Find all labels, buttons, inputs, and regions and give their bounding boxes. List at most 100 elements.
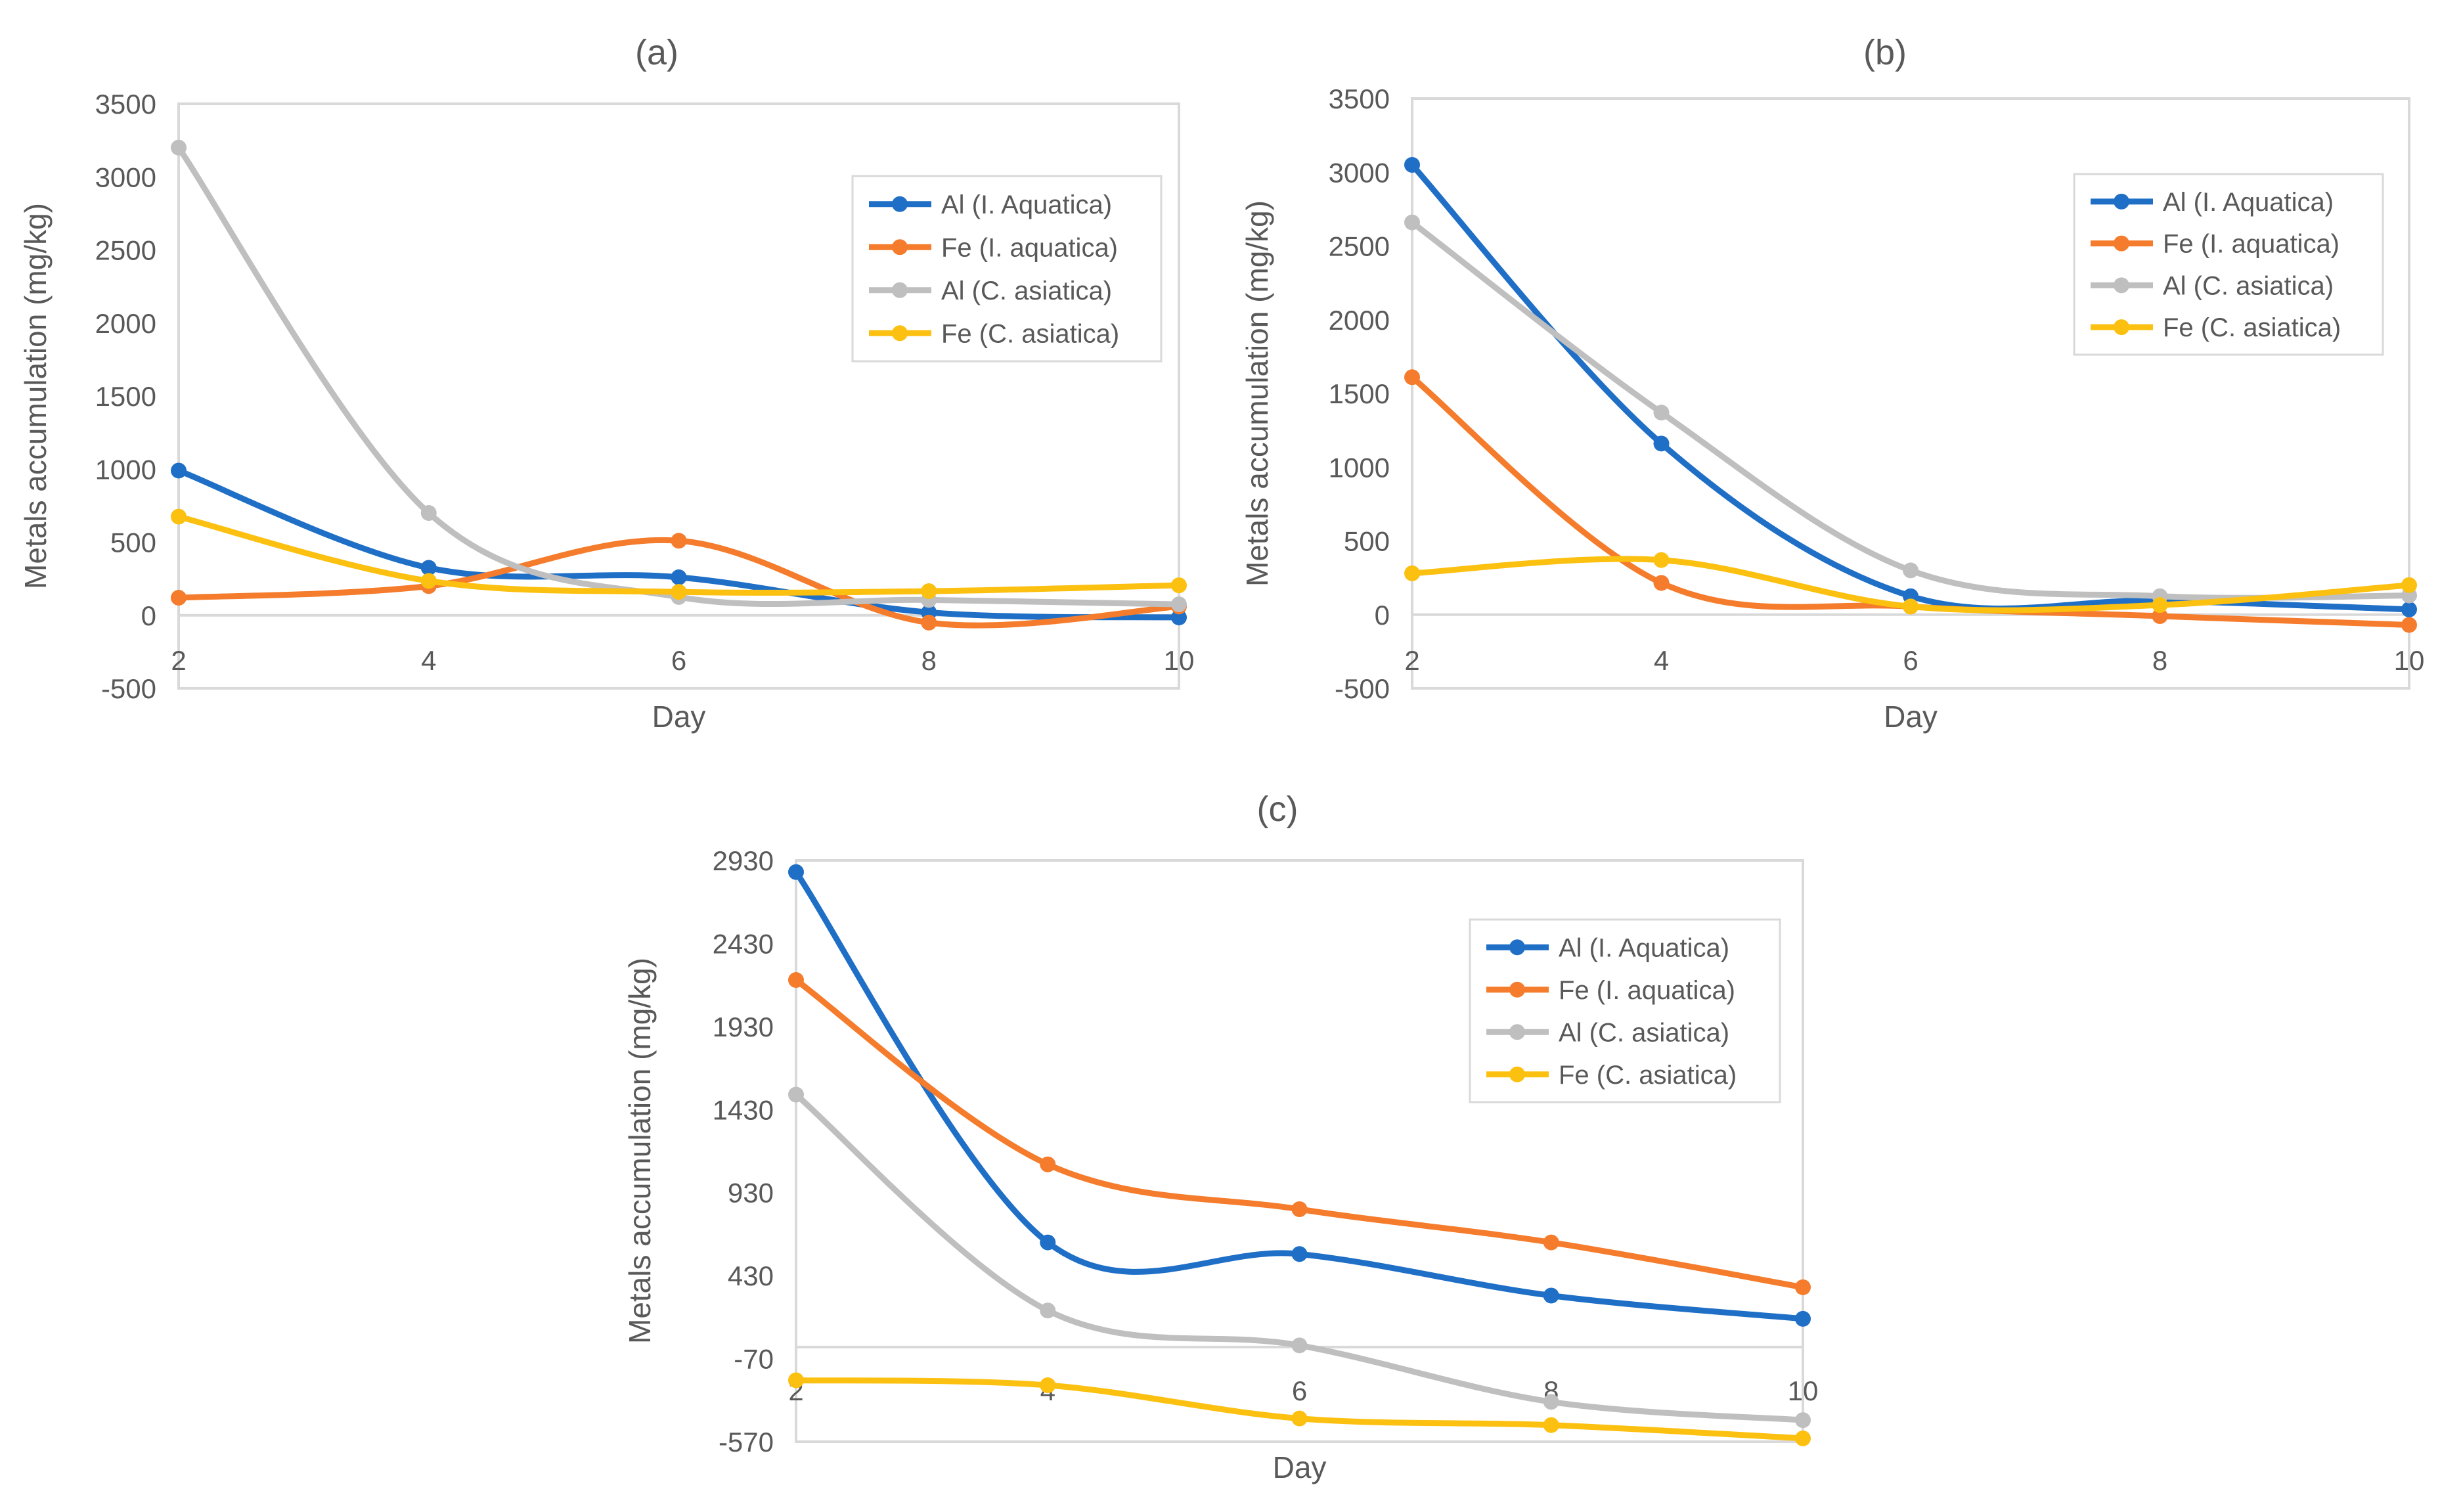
y-tick-label: 430 [728, 1260, 774, 1291]
data-point-fe-i-aquatica [2401, 617, 2417, 633]
legend-swatch-marker [892, 325, 908, 342]
legend-entry: Al (I. Aquatica) [2163, 188, 2334, 217]
data-point-fe-i-aquatica [788, 972, 804, 989]
y-tick-label: -500 [1335, 673, 1390, 704]
x-tick-label: 2 [171, 645, 186, 676]
data-point-al-i-aquatica [1404, 157, 1420, 173]
chart-panel-c: (c)-570-704309301430193024302930246810Da… [623, 789, 1818, 1484]
y-tick-label: -500 [101, 673, 156, 704]
x-tick-label: 6 [671, 645, 686, 676]
data-point-al-c-asiatica [171, 139, 187, 156]
legend-swatch-marker [1509, 1024, 1525, 1040]
legend-swatch-marker [1509, 1066, 1525, 1082]
data-point-fe-c-asiatica [1795, 1430, 1811, 1446]
x-tick-label: 10 [1788, 1375, 1819, 1406]
x-axis-title: Day [652, 700, 706, 734]
data-point-al-c-asiatica [1040, 1302, 1056, 1319]
x-tick-label: 8 [2152, 645, 2167, 676]
legend-swatch-marker [2114, 235, 2129, 252]
data-point-al-i-aquatica [671, 569, 687, 585]
y-tick-label: 3000 [1329, 157, 1390, 188]
data-point-fe-i-aquatica [1795, 1279, 1811, 1295]
series-line-fe-i-aquatica [1409, 374, 2412, 628]
data-point-fe-i-aquatica [1040, 1156, 1056, 1172]
data-point-al-i-aquatica [1543, 1287, 1559, 1304]
y-tick-label: 2500 [1329, 231, 1390, 262]
legend-entry: Fe (C. asiatica) [2163, 313, 2341, 342]
data-point-al-c-asiatica [1543, 1394, 1559, 1410]
y-tick-label: 2430 [713, 928, 774, 959]
data-point-al-c-asiatica [1291, 1337, 1308, 1354]
legend-entry: Al (C. asiatica) [941, 277, 1112, 305]
y-tick-label: 1000 [95, 454, 156, 485]
data-point-al-i-aquatica [1653, 435, 1670, 452]
data-point-fe-c-asiatica [1653, 552, 1670, 568]
legend: Al (I. Aquatica) Fe (I. aquatica) Al (C. a… [851, 175, 1163, 363]
data-point-al-c-asiatica [1171, 596, 1187, 613]
y-tick-label: -70 [734, 1344, 774, 1375]
chart-title: (a) [635, 33, 678, 72]
data-point-fe-c-asiatica [1040, 1377, 1056, 1394]
plot-area-frame [1411, 97, 2410, 690]
data-point-fe-i-aquatica [171, 590, 187, 606]
data-point-al-c-asiatica [420, 505, 437, 521]
legend-swatch-marker [2114, 193, 2129, 210]
chart-title: (b) [1863, 33, 1907, 72]
data-point-al-i-aquatica [420, 560, 437, 576]
legend-swatch-marker [1509, 939, 1525, 956]
chart-panel-b: (b) -500 0 500 1000 1500 2000 2500 3000 3500 2 4 6 8 1… [1240, 33, 2424, 734]
y-tick-label: 500 [110, 527, 156, 558]
data-point-al-c-asiatica [1903, 562, 1919, 579]
legend-entry: Al (I. Aquatica) [1559, 933, 1729, 962]
legend-swatch-marker [2114, 319, 2129, 336]
data-point-fe-i-aquatica [2152, 608, 2168, 624]
data-point-fe-c-asiatica [2152, 597, 2168, 613]
x-tick-label: 6 [1903, 645, 1918, 676]
data-point-al-i-aquatica [1795, 1310, 1811, 1327]
x-tick-label: 8 [921, 645, 937, 676]
legend: Al (I. Aquatica) Fe (I. aquatica) Al (C. a… [2073, 173, 2384, 356]
data-point-fe-i-aquatica [1404, 369, 1420, 386]
legend-entry: Fe (C. asiatica) [941, 319, 1119, 348]
data-point-fe-c-asiatica [1404, 565, 1420, 581]
plot-area-frame [177, 102, 1180, 690]
y-tick-label: 1500 [95, 381, 156, 412]
y-axis-title: Metals accumulation (mg/kg) [18, 203, 53, 589]
y-tick-label: 1930 [713, 1012, 774, 1042]
x-tick-label: 10 [2394, 645, 2425, 676]
data-point-fe-c-asiatica [1903, 598, 1919, 615]
y-tick-label: 2000 [1329, 305, 1390, 336]
x-tick-label: 2 [1404, 645, 1419, 676]
legend-entry: Fe (I. aquatica) [941, 233, 1118, 262]
series-line-al-c-asiatica [793, 1092, 1806, 1423]
legend-entry: Al (I. Aquatica) [941, 190, 1112, 219]
legend-swatch-marker [892, 196, 908, 212]
data-point-fe-c-asiatica [1171, 577, 1187, 594]
legend-entry: Fe (I. aquatica) [2163, 230, 2340, 259]
y-tick-label: 930 [728, 1178, 774, 1209]
data-point-fe-c-asiatica [788, 1372, 804, 1389]
data-point-fe-c-asiatica [671, 584, 687, 600]
y-axis-title: Metals accumulation (mg/kg) [1240, 200, 1274, 587]
data-point-fe-c-asiatica [1543, 1417, 1559, 1433]
legend-entry: Al (C. asiatica) [2163, 271, 2334, 300]
y-tick-label: 0 [141, 600, 156, 631]
legend: Al (I. Aquatica) Fe (I. aquatica) Al (C. a… [1469, 918, 1781, 1103]
chart-title: (c) [1257, 789, 1298, 829]
data-point-al-c-asiatica [1653, 405, 1670, 421]
x-tick-label: 10 [1164, 645, 1195, 676]
data-point-fe-i-aquatica [921, 614, 937, 631]
data-point-fe-c-asiatica [1291, 1410, 1308, 1427]
data-point-al-c-asiatica [788, 1086, 804, 1103]
y-tick-label: 1000 [1329, 452, 1390, 483]
data-point-al-c-asiatica [1795, 1412, 1811, 1429]
chart-panel-a: (a) -500 0 500 1000 1500 2000 2500 3000 3500 2 4 6 8 1… [18, 33, 1194, 734]
y-tick-label: 0 [1375, 600, 1390, 631]
data-point-al-i-aquatica [171, 462, 187, 479]
legend-entry: Fe (C. asiatica) [1559, 1061, 1737, 1090]
legend-swatch-marker [1509, 981, 1525, 998]
y-tick-label: 1430 [713, 1094, 774, 1125]
y-tick-label: -570 [719, 1427, 774, 1457]
data-point-fe-i-aquatica [671, 533, 687, 549]
